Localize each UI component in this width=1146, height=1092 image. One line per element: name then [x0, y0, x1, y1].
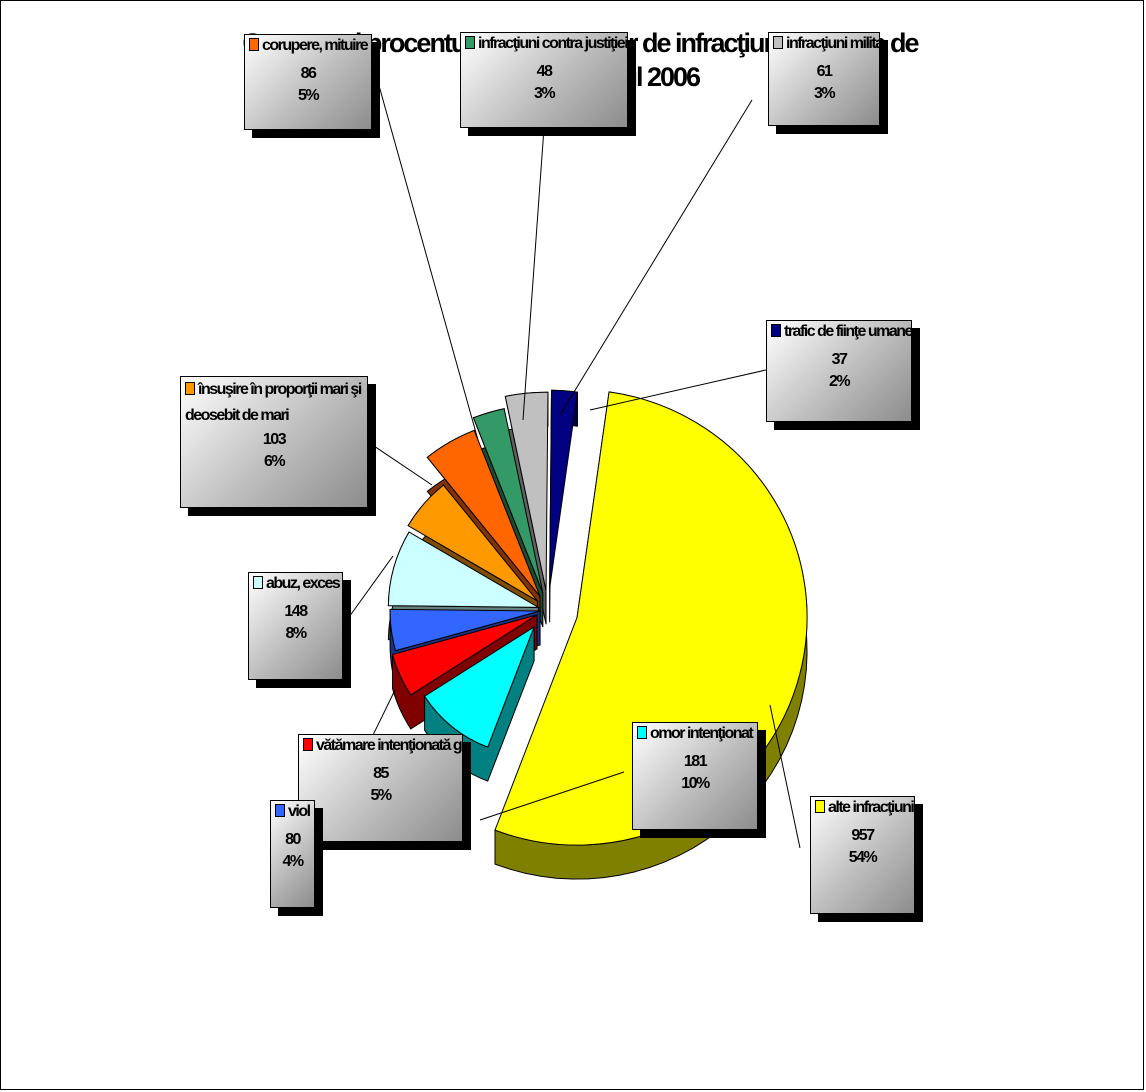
leader-line-1 [479, 771, 625, 821]
data-label-viol: viol 80 4% [270, 800, 315, 908]
slice-name: infracţiuni contra justiţiei [478, 35, 628, 52]
slice-value: 103 [262, 431, 287, 448]
legend-key-navy [771, 324, 781, 337]
legend-key-orange [185, 382, 195, 395]
slice-value: 957 [851, 827, 875, 844]
slice-name: viol [288, 803, 311, 820]
slice-name: abuz, exces [266, 575, 341, 592]
slice-percent: 10% [681, 775, 710, 792]
legend-key-blue [275, 804, 285, 817]
data-label-corupere-mituire: corupere, mituire 86 5% [244, 34, 372, 130]
slice-value: 148 [284, 603, 308, 620]
data-label-omor-intentionat: omor intenţionat 181 10% [632, 722, 758, 830]
slice-percent: 2% [828, 373, 851, 390]
leader-line-4 [343, 555, 394, 625]
leader-line-9 [589, 369, 767, 411]
slice-percent: 6% [263, 453, 286, 470]
data-label-vatamare: vătămare intenţionată gravă 85 5% [298, 734, 463, 842]
slice-name: vătămare intenţionată gravă [316, 737, 462, 754]
slice-percent: 3% [813, 85, 836, 102]
slice-top-8 [504, 391, 549, 591]
data-label-abuz-exces: abuz, exces 148 8% [248, 572, 343, 680]
leader-lines [315, 81, 801, 853]
data-label-infractiuni-militare: infracţiuni militare 61 3% [768, 32, 880, 126]
slice-value: 85 [373, 765, 389, 782]
legend-key-darkorange [249, 38, 259, 51]
slice-top-6 [426, 429, 541, 597]
data-label-alte-infractiuni: alte infracţiuni 957 54% [810, 796, 915, 914]
legend-key-green [465, 36, 475, 49]
slice-top-3 [389, 608, 541, 652]
legend-key-cyan [637, 726, 647, 739]
legend-key-yellow [815, 800, 825, 813]
slice-value: 80 [285, 831, 301, 848]
data-label-contra-justitiei: infracţiuni contra justiţiei 48 3% [460, 32, 628, 128]
slice-top-4 [387, 531, 541, 608]
slice-value: 48 [536, 63, 553, 80]
slice-name: însuşire în proporţii mari şi deosebit d… [185, 381, 362, 424]
slice-9 [549, 389, 579, 623]
slice-top-9 [549, 389, 579, 589]
slice-percent: 8% [285, 625, 307, 642]
slice-top-7 [472, 408, 544, 594]
data-label-insusire: însuşire în proporţii mari şi deosebit d… [180, 376, 368, 508]
slice-name: alte infracţiuni [828, 799, 914, 816]
slice-percent: 5% [297, 87, 320, 104]
leader-line-8 [559, 99, 753, 416]
slice-percent: 5% [370, 787, 392, 804]
slice-top-1 [423, 625, 536, 748]
slice-name: trafic de fiinţe umane [784, 323, 912, 340]
legend-key-red [303, 738, 313, 751]
slice-value: 37 [831, 351, 848, 368]
slice-value: 86 [300, 65, 317, 82]
slice-name: infracţiuni militare [786, 35, 879, 52]
slice-top-5 [407, 484, 538, 602]
slice-top-2 [391, 614, 538, 696]
slice-percent: 3% [533, 85, 556, 102]
slice-value: 181 [683, 753, 708, 770]
slice-name: omor intenţionat [650, 725, 754, 742]
data-label-trafic-fiinte: trafic de fiinţe umane 37 2% [766, 320, 912, 422]
slice-name: corupere, mituire [262, 37, 369, 54]
legend-key-silver [773, 36, 783, 49]
leader-line-7 [522, 127, 545, 421]
legend-key-lightcyan [253, 576, 263, 589]
slice-value: 61 [816, 63, 833, 80]
leader-line-0 [769, 704, 801, 849]
leader-line-6 [377, 81, 479, 441]
slice-percent: 54% [848, 849, 878, 866]
leader-line-5 [367, 441, 433, 486]
slice-percent: 4% [282, 853, 304, 870]
